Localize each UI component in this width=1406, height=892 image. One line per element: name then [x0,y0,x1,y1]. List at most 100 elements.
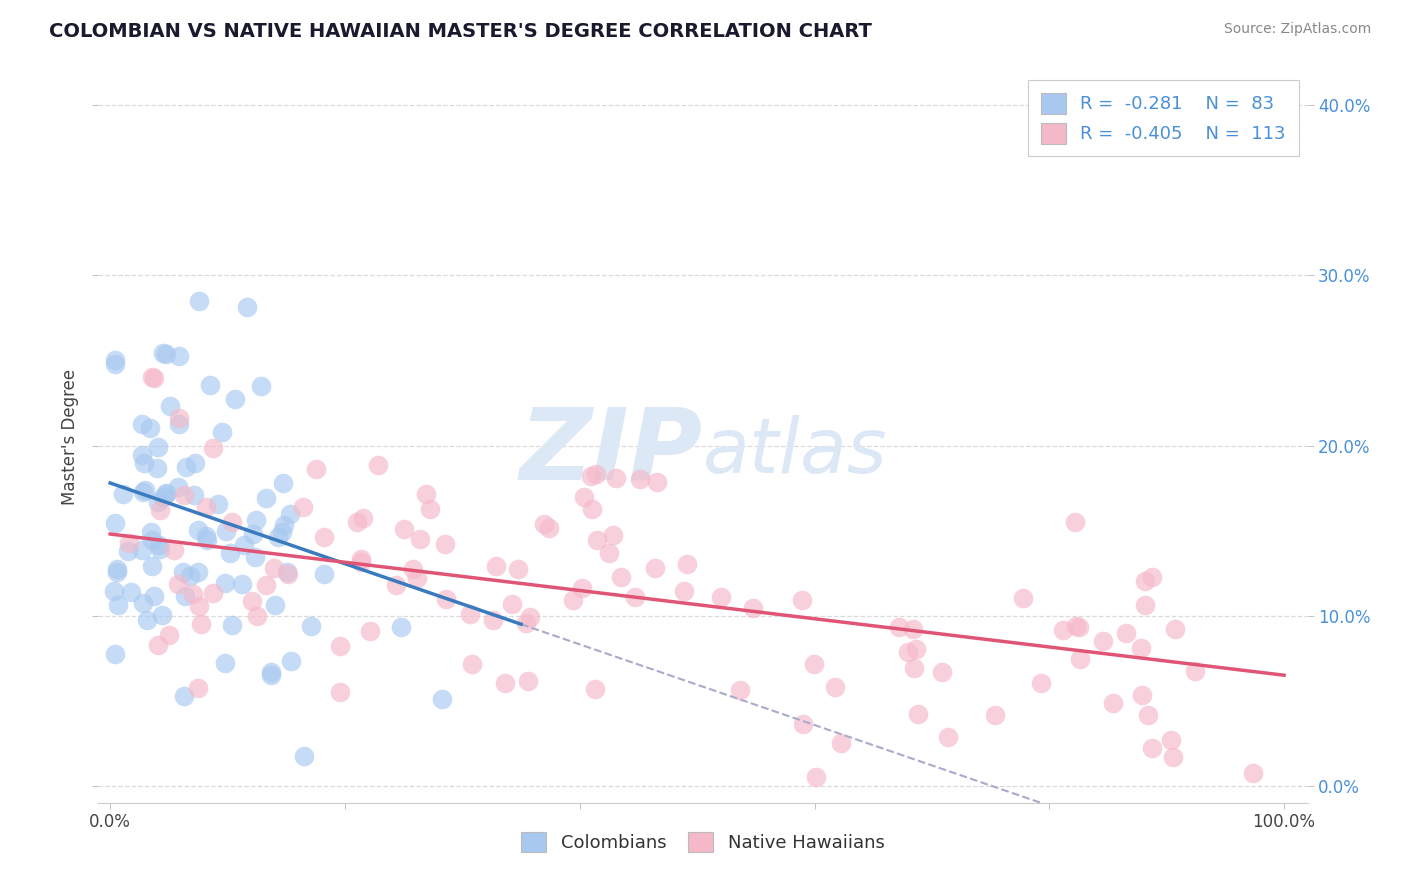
Point [538,521,561,535]
Point [346,515,368,529]
Point [1164,622,1187,636]
Point [605,471,627,485]
Point [181,587,204,601]
Point [173,488,195,502]
Point [585,467,607,482]
Point [152,345,174,359]
Point [1102,696,1125,710]
Point [132,596,155,610]
Point [1064,619,1087,633]
Point [903,661,925,675]
Point [623,590,645,604]
Point [146,440,169,454]
Point [169,411,191,425]
Point [207,498,229,512]
Point [905,641,928,656]
Point [183,488,205,502]
Point [385,578,408,592]
Point [169,417,191,431]
Point [804,770,827,784]
Point [214,657,236,671]
Point [117,544,139,558]
Point [710,590,733,604]
Point [183,456,205,470]
Point [155,487,177,501]
Point [195,533,218,547]
Point [131,449,153,463]
Point [1140,741,1163,756]
Point [141,533,163,548]
Point [350,555,373,569]
Point [188,599,211,613]
Point [152,490,174,504]
Point [267,531,290,545]
Point [143,589,166,603]
Point [187,523,209,537]
Point [430,692,453,706]
Point [270,524,292,539]
Point [132,456,155,470]
Point [392,522,415,536]
Point [803,657,825,672]
Point [194,500,217,514]
Point [146,461,169,475]
Point [149,503,172,517]
Point [202,586,225,600]
Point [610,570,633,584]
Point [143,371,166,385]
Point [583,682,606,697]
Point [111,487,134,501]
Point [146,495,169,509]
Point [571,581,593,595]
Point [645,475,668,490]
Point [434,591,457,606]
Text: ZIP: ZIP [520,403,703,500]
Point [1063,516,1085,530]
Point [409,532,432,546]
Y-axis label: Master's Degree: Master's Degree [60,369,79,505]
Point [245,513,267,527]
Point [134,483,156,497]
Point [328,685,350,699]
Point [167,480,190,494]
Point [1161,750,1184,764]
Point [367,458,389,473]
Point [434,537,457,551]
Point [131,417,153,431]
Point [172,565,194,579]
Point [889,620,911,634]
Point [936,731,959,745]
Point [162,543,184,558]
Point [741,600,763,615]
Point [132,485,155,500]
Point [105,562,128,576]
Point [1136,708,1159,723]
Point [517,673,540,688]
Point [173,690,195,704]
Point [501,597,523,611]
Point [277,566,299,581]
Point [148,538,170,552]
Point [792,593,814,607]
Point [273,518,295,533]
Point [259,667,281,681]
Point [187,681,209,695]
Point [254,578,277,592]
Point [515,616,537,631]
Point [579,468,602,483]
Point [254,491,277,505]
Point [103,583,125,598]
Point [278,508,301,522]
Point [602,528,624,542]
Point [105,565,128,579]
Point [314,566,336,581]
Point [673,584,696,599]
Point [359,624,381,639]
Point [202,441,225,455]
Point [179,568,201,582]
Point [291,500,314,514]
Point [236,300,259,314]
Point [461,657,484,672]
Point [352,510,374,524]
Point [198,377,221,392]
